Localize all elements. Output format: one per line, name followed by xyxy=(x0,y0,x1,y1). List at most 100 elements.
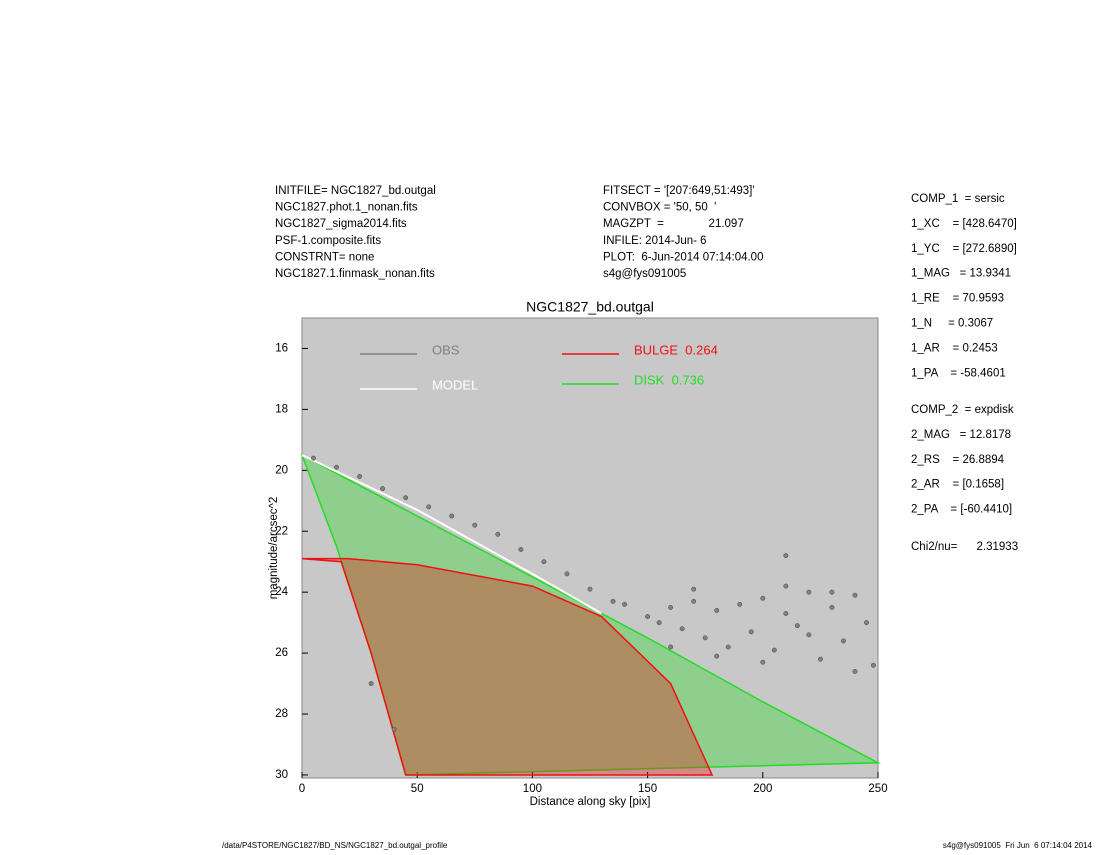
obs-point xyxy=(357,473,363,479)
x-tick-label: 50 xyxy=(411,783,424,795)
obs-point xyxy=(852,668,858,674)
x-axis-label: Distance along sky [pix] xyxy=(530,796,651,808)
y-tick-label: 26 xyxy=(275,647,288,659)
obs-point xyxy=(610,598,616,604)
x-tick-label: 150 xyxy=(638,783,657,795)
x-tick-label: 100 xyxy=(523,783,542,795)
obs-point xyxy=(840,638,846,644)
header-line: NGC1827_sigma2014.fits xyxy=(275,218,407,230)
obs-point xyxy=(760,595,766,601)
obs-point xyxy=(380,486,386,492)
obs-point xyxy=(702,635,708,641)
obs-point xyxy=(645,614,651,619)
obs-point xyxy=(864,620,869,626)
obs-point xyxy=(806,632,812,638)
obs-point xyxy=(714,608,720,613)
obs-point xyxy=(668,644,674,650)
obs-point xyxy=(691,598,697,604)
obs-point xyxy=(311,455,316,461)
x-tick-label: 200 xyxy=(753,783,772,795)
header-line: s4g@fys091005 xyxy=(603,268,686,280)
obs-point xyxy=(714,653,720,659)
obs-point xyxy=(449,513,455,519)
obs-point xyxy=(541,559,547,565)
obs-point xyxy=(564,571,570,577)
plot-area xyxy=(301,317,879,779)
y-tick-label: 18 xyxy=(275,403,288,415)
obs-point xyxy=(829,604,835,610)
header-line: NGC1827.1.finmask_nonan.fits xyxy=(275,268,435,280)
y-tick-label: 16 xyxy=(275,342,288,354)
component-param: 2_PA = [-60.4410] xyxy=(911,504,1012,516)
component-region xyxy=(301,557,714,776)
model-line xyxy=(301,454,603,615)
obs-point xyxy=(403,495,409,501)
header-line: FITSECT = '[207:649,51:493]' xyxy=(603,185,755,197)
legend-label: MODEL xyxy=(432,377,478,392)
obs-point xyxy=(668,604,674,610)
obs-point xyxy=(748,629,754,635)
header-line: CONVBOX = '50, 50 ' xyxy=(603,202,716,214)
legend-label: DISK 0.736 xyxy=(634,372,704,387)
x-tick-label: 0 xyxy=(299,783,305,795)
header-line: INFILE: 2014-Jun- 6 xyxy=(603,235,707,247)
obs-point xyxy=(656,620,662,626)
y-tick-label: 22 xyxy=(275,525,288,537)
obs-point xyxy=(760,659,766,665)
component-param: 1_N = 0.3067 xyxy=(911,318,993,330)
legend-label: BULGE 0.264 xyxy=(634,342,718,357)
obs-point xyxy=(426,504,432,510)
component-param: 1_RE = 70.9593 xyxy=(911,293,1004,305)
component-param: 1_PA = -58.4601 xyxy=(911,367,1006,379)
header-line: CONSTRNT= none xyxy=(275,251,374,263)
obs-point xyxy=(794,623,800,629)
obs-point xyxy=(852,592,858,598)
component-param: COMP_1 = sersic xyxy=(911,193,1005,205)
obs-point xyxy=(783,583,789,589)
header-line: PSF-1.composite.fits xyxy=(275,235,381,247)
obs-point xyxy=(783,553,789,559)
header-line: MAGZPT = 21.097 xyxy=(603,218,744,230)
legend-label: OBS xyxy=(432,342,460,357)
x-tick-label: 250 xyxy=(868,783,887,795)
obs-point xyxy=(817,656,823,662)
obs-point xyxy=(691,586,697,592)
component-param: 2_RS = 26.8894 xyxy=(911,454,1005,466)
y-tick-label: 28 xyxy=(275,708,288,720)
header-line: NGC1827.phot.1_nonan.fits xyxy=(275,202,418,214)
obs-point xyxy=(587,586,593,592)
component-param: COMP_2 = expdisk xyxy=(911,404,1014,416)
obs-point xyxy=(391,726,397,732)
component-param: 2_MAG = 12.8178 xyxy=(911,429,1011,441)
obs-point xyxy=(334,464,340,470)
component-param: 1_AR = 0.2453 xyxy=(911,342,998,354)
component-param: 1_MAG = 13.9341 xyxy=(911,268,1011,280)
obs-point xyxy=(829,589,835,595)
component-param: 1_XC = [428.6470] xyxy=(911,218,1017,230)
obs-point xyxy=(472,522,478,528)
obs-point xyxy=(368,681,374,687)
header-line: INITFILE= NGC1827_bd.outgal xyxy=(275,185,436,197)
y-tick-label: 24 xyxy=(275,586,288,598)
component-param: 2_AR = [0.1658] xyxy=(911,479,1004,491)
obs-point xyxy=(495,531,501,537)
chi: Chi2/nu= 2.31933 xyxy=(911,541,1018,553)
footer-right: s4g@fys091005 Fri Jun 6 07:14:04 2014 xyxy=(943,841,1093,850)
obs-point xyxy=(725,644,731,650)
component-param: 1_YC = [272.6890] xyxy=(911,243,1017,255)
header-line: PLOT: 6-Jun-2014 07:14:04.00 xyxy=(603,251,763,263)
footer-left: /data/P4STORE/NGC1827/BD_NS/NGC1827_bd.o… xyxy=(222,841,448,850)
obs-point xyxy=(870,662,876,668)
obs-point xyxy=(771,647,777,653)
obs-point xyxy=(622,601,628,607)
y-tick-label: 20 xyxy=(275,464,288,476)
obs-point xyxy=(783,611,789,616)
obs-point xyxy=(679,626,685,632)
y-tick-label: 30 xyxy=(275,769,288,781)
y-axis-label: magnitude/arcsec^2 xyxy=(268,497,280,600)
obs-point xyxy=(518,547,524,552)
chart-title: NGC1827_bd.outgal xyxy=(526,299,654,315)
obs-point xyxy=(806,589,812,595)
obs-point xyxy=(737,601,743,607)
